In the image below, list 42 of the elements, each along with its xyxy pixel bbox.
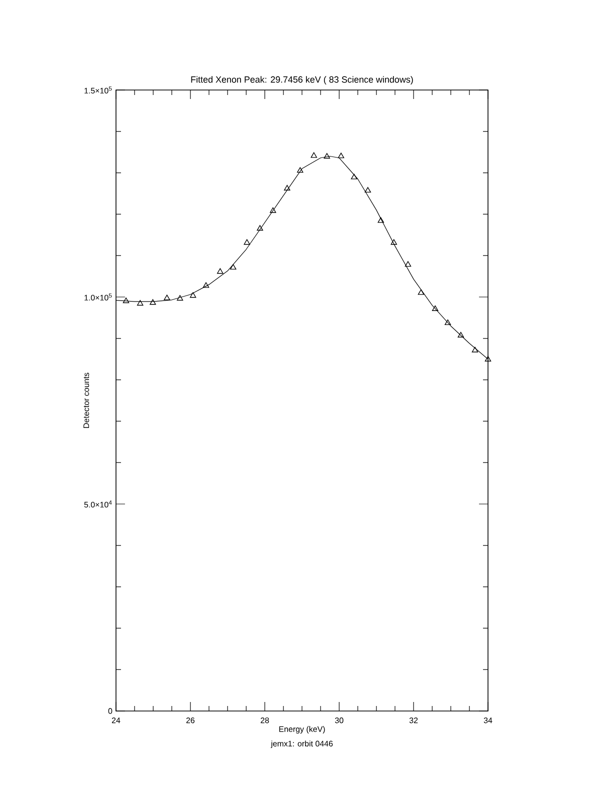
point	[202, 282, 210, 288]
point	[390, 239, 397, 245]
point	[256, 225, 264, 231]
point	[338, 152, 344, 158]
point	[404, 261, 412, 267]
point	[230, 264, 236, 270]
point	[137, 300, 144, 306]
y-tick-label: 1.0×10$^{5}$	[84, 293, 112, 301]
x-tick-label: 34	[484, 718, 492, 724]
point	[350, 174, 358, 180]
point	[364, 187, 371, 193]
x-tick-label: 24	[112, 718, 120, 724]
point	[432, 305, 438, 311]
point	[472, 346, 478, 352]
y-tick-label: 5.0×10$^{4}$	[84, 500, 112, 508]
point	[150, 299, 156, 305]
point	[176, 295, 184, 301]
point	[270, 207, 276, 213]
y-tick-label: 0	[108, 708, 112, 714]
y-axis-title: Detector counts	[83, 372, 90, 428]
point	[458, 332, 464, 338]
point	[418, 289, 424, 295]
point	[378, 217, 384, 223]
point	[284, 184, 290, 190]
point	[310, 152, 318, 158]
point	[190, 292, 196, 298]
x-tick-label: 30	[335, 718, 344, 724]
chart-title: Fitted Xenon Peak: 29.7456 keV ( 83 Science windows)	[191, 76, 413, 84]
y-tick-label: 1.5×10$^{5}$	[84, 86, 112, 94]
point	[164, 294, 170, 300]
point	[217, 268, 224, 274]
point	[324, 153, 330, 159]
point	[122, 298, 130, 304]
x-tick-label: 28	[260, 718, 269, 724]
x-axis-title: Energy (keV)	[279, 726, 325, 734]
point	[297, 167, 304, 173]
point	[244, 239, 250, 245]
text: jemx1: orbit 0446	[270, 740, 333, 748]
point	[484, 356, 492, 362]
x-tick-label: 32	[409, 718, 418, 724]
point	[444, 320, 451, 326]
x-tick-label: 26	[186, 718, 194, 724]
